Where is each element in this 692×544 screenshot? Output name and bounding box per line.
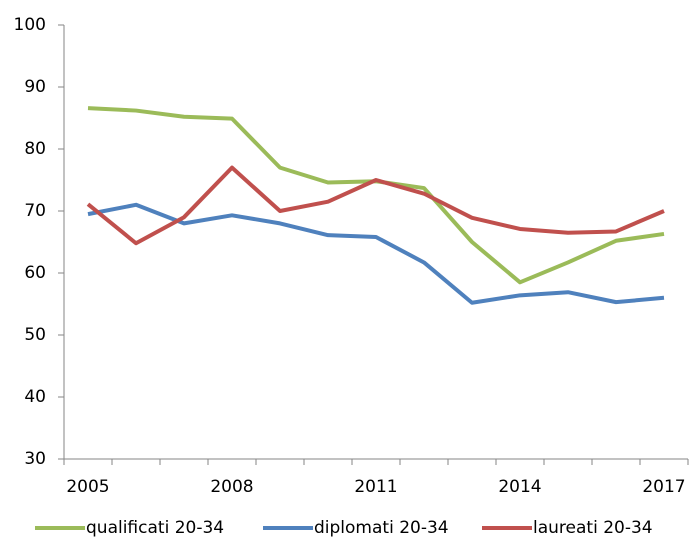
series-line	[86, 165, 665, 246]
y-tick-label: 60	[24, 263, 46, 283]
y-tick-label: 90	[24, 77, 46, 97]
y-tick-label: 30	[24, 449, 46, 469]
x-tick-label: 2014	[498, 477, 541, 497]
y-tick-label: 100	[14, 15, 46, 35]
y-tick-label: 70	[24, 201, 46, 221]
legend-label: diplomati 20-34	[314, 518, 449, 538]
y-tick-label: 40	[24, 387, 46, 407]
series-line	[87, 106, 665, 285]
legend-label: qualificati 20-34	[86, 518, 224, 538]
y-tick-label: 80	[24, 139, 46, 159]
series-line	[87, 202, 665, 305]
x-tick-label: 2005	[66, 477, 109, 497]
legend-label: laureati 20-34	[533, 518, 653, 538]
y-tick-label: 50	[24, 325, 46, 345]
x-tick-label: 2017	[642, 477, 685, 497]
x-tick-label: 2011	[354, 477, 397, 497]
x-tick-label: 2008	[210, 477, 253, 497]
